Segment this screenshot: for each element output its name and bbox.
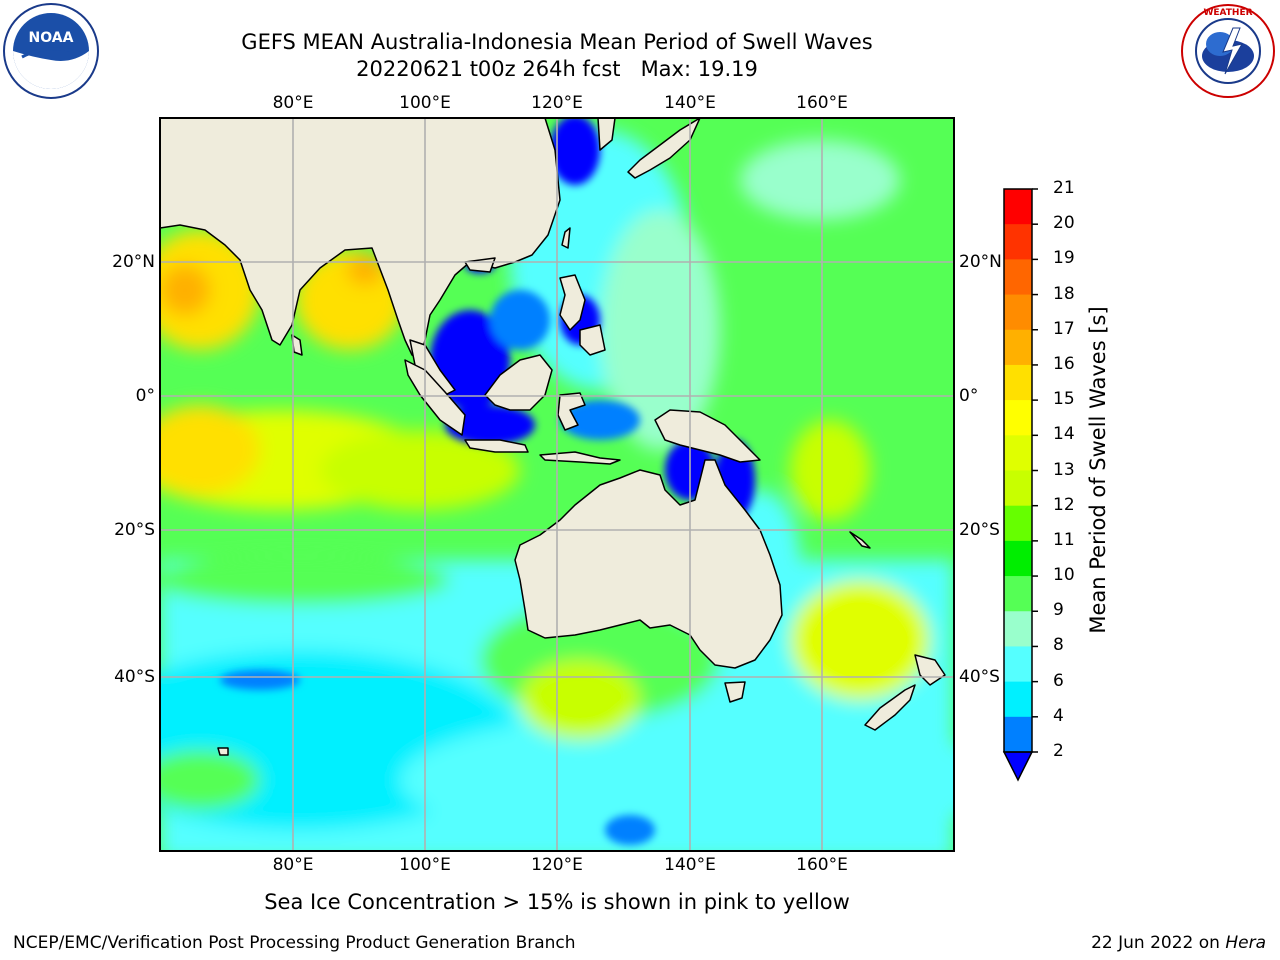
lat-tick-right: 40°S bbox=[959, 667, 1000, 687]
run-date-text: 22 Jun 2022 on bbox=[1091, 933, 1226, 953]
lon-tick-top: 100°E bbox=[399, 93, 451, 113]
lat-tick-left: 0° bbox=[135, 386, 155, 406]
graticule bbox=[160, 118, 954, 851]
data-field bbox=[160, 118, 954, 851]
lon-tick-top: 140°E bbox=[664, 93, 716, 113]
colorbar-segment bbox=[1004, 435, 1032, 471]
colorbar-label: 6 bbox=[1053, 670, 1064, 691]
colorbar-title: Mean Period of Swell Waves [s] bbox=[1086, 306, 1110, 634]
lon-tick-bottom: 160°E bbox=[796, 855, 848, 875]
lat-tick-right: 0° bbox=[959, 386, 979, 406]
lat-tick-right: 20°N bbox=[959, 252, 1002, 272]
colorbar-label: 21 bbox=[1053, 178, 1075, 198]
svg-text:WEATHER: WEATHER bbox=[1203, 8, 1252, 18]
lat-tick-right: 20°S bbox=[959, 520, 1000, 540]
colorbar-label: 9 bbox=[1053, 600, 1064, 621]
svg-text:NOAA: NOAA bbox=[29, 30, 74, 46]
colorbar-label: 12 bbox=[1053, 494, 1075, 515]
lat-tick-left: 20°N bbox=[112, 252, 155, 272]
lon-tick-bottom: 140°E bbox=[664, 855, 716, 875]
lon-tick-bottom: 80°E bbox=[272, 855, 314, 875]
colorbar-segment bbox=[1004, 364, 1032, 401]
colorbar-segment bbox=[1004, 576, 1032, 612]
lon-tick-bottom: 120°E bbox=[531, 855, 583, 875]
colorbar-segment bbox=[1004, 681, 1032, 718]
colorbar-segment bbox=[1004, 470, 1032, 507]
sea-ice-note: Sea Ice Concentration > 15% is shown in … bbox=[264, 890, 850, 914]
colorbar-label: 18 bbox=[1053, 283, 1075, 304]
colorbar-segment bbox=[1004, 716, 1032, 753]
colorbar-label: 20 bbox=[1053, 213, 1075, 234]
colorbar-segment bbox=[1004, 294, 1032, 331]
noaa-logo: NOAA bbox=[3, 3, 99, 99]
lon-tick-bottom: 100°E bbox=[399, 855, 451, 875]
lat-tick-left: 40°S bbox=[114, 667, 155, 687]
colorbar-segment bbox=[1004, 259, 1032, 296]
colorbar-segment bbox=[1004, 189, 1032, 225]
colorbar-segment bbox=[1004, 329, 1032, 366]
colorbar-segment bbox=[1004, 224, 1032, 260]
map-title: GEFS MEAN Australia-Indonesia Mean Perio… bbox=[241, 30, 873, 54]
colorbar-segment bbox=[1004, 505, 1032, 542]
colorbar-extend-arrow bbox=[1002, 751, 1034, 782]
colorbar-segment bbox=[1004, 611, 1032, 647]
map-frame bbox=[159, 117, 955, 852]
colorbar-label: 14 bbox=[1053, 424, 1075, 445]
nws-logo: WEATHER bbox=[1181, 4, 1275, 98]
colorbar-label: 13 bbox=[1053, 459, 1075, 480]
colorbar-label: 16 bbox=[1053, 353, 1075, 374]
colorbar-label: 8 bbox=[1053, 635, 1064, 656]
colorbar bbox=[1002, 188, 1038, 782]
run-date: 22 Jun 2022 on Hera bbox=[1091, 933, 1266, 953]
colorbar-label: 19 bbox=[1053, 248, 1075, 269]
colorbar-segment bbox=[1004, 646, 1032, 683]
colorbar-label: 15 bbox=[1053, 389, 1075, 410]
colorbar-segment bbox=[1004, 540, 1032, 577]
lon-tick-top: 120°E bbox=[531, 93, 583, 113]
producer-credit: NCEP/EMC/Verification Post Processing Pr… bbox=[13, 933, 576, 953]
colorbar-label: 2 bbox=[1053, 741, 1064, 761]
lon-tick-top: 160°E bbox=[796, 93, 848, 113]
colorbar-label: 17 bbox=[1053, 318, 1075, 339]
machine-name: Hera bbox=[1225, 933, 1266, 953]
colorbar-label: 11 bbox=[1053, 529, 1075, 550]
colorbar-segment bbox=[1004, 400, 1032, 436]
colorbar-label: 10 bbox=[1053, 565, 1075, 586]
colorbar-label: 4 bbox=[1053, 705, 1064, 726]
lat-tick-left: 20°S bbox=[114, 520, 155, 540]
map-subtitle: 20220621 t00z 264h fcst Max: 19.19 bbox=[356, 57, 758, 81]
lon-tick-top: 80°E bbox=[272, 93, 314, 113]
